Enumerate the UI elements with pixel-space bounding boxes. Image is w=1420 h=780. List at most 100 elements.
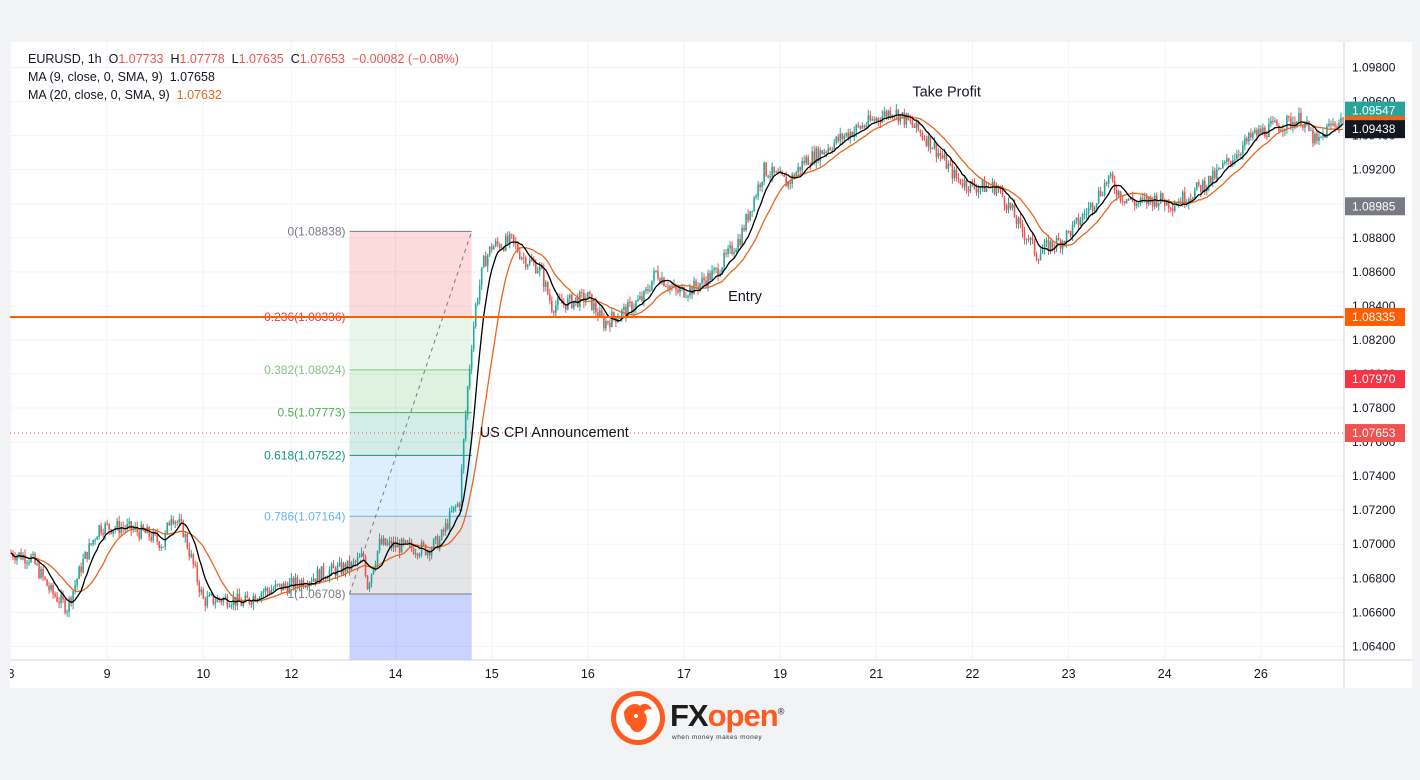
candle-body	[897, 109, 900, 122]
candle-body	[396, 542, 399, 548]
candle-body	[555, 305, 557, 313]
candle-body	[887, 110, 890, 117]
candle-body	[1328, 123, 1330, 127]
candle-body	[418, 554, 421, 556]
candle-body	[212, 593, 215, 604]
candle-body	[150, 536, 153, 541]
candle-body	[402, 539, 405, 543]
candle-body	[861, 125, 864, 129]
candle-body	[951, 164, 954, 179]
candle-body	[755, 196, 757, 198]
candle-body	[773, 166, 775, 173]
candle-body	[1224, 161, 1226, 164]
candle-body	[1173, 205, 1176, 211]
candle-body	[831, 149, 834, 151]
y-tick-label: 1.07000	[1352, 537, 1396, 551]
candle-body	[627, 301, 629, 317]
candle-body	[1314, 133, 1316, 144]
ma20-legend[interactable]: MA (20, close, 0, SMA, 9) 1.07632	[28, 88, 222, 102]
candle-body	[761, 181, 763, 187]
price-tag-label: 1.08335	[1352, 310, 1396, 324]
candle-body	[258, 597, 261, 599]
candle-body	[663, 277, 665, 287]
candle-body	[336, 565, 339, 576]
candle-body	[1274, 120, 1276, 122]
candle-body	[140, 524, 142, 539]
candle-body	[1039, 253, 1042, 261]
candle-body	[551, 300, 553, 312]
candle-body	[88, 543, 90, 560]
high-value: 1.07778	[179, 52, 225, 66]
candlestick-chart[interactable]: 0(1.08838)0.236(1.08336)0.382(1.08024)0.…	[10, 42, 1412, 688]
candle-body	[16, 555, 18, 561]
candle-body	[298, 584, 301, 588]
candle-body	[106, 523, 108, 525]
candle-body	[743, 228, 745, 231]
candle-body	[935, 142, 938, 157]
candle-body	[939, 152, 942, 156]
ma9-legend[interactable]: MA (9, close, 0, SMA, 9) 1.07658	[28, 70, 215, 84]
candle-body	[599, 310, 601, 317]
candle-body	[240, 601, 243, 606]
candle-body	[184, 534, 187, 537]
candle-body	[508, 234, 511, 243]
candle-body	[709, 272, 711, 280]
candle-body	[474, 304, 477, 327]
candle-body	[438, 539, 441, 549]
candle-body	[713, 268, 715, 271]
candle-body	[530, 259, 533, 262]
y-tick-label: 1.08600	[1352, 265, 1396, 279]
candle-body	[943, 154, 946, 159]
footer	[0, 690, 1420, 780]
candle-body	[494, 241, 497, 246]
candle-body	[238, 593, 241, 602]
candle-body	[482, 256, 485, 268]
candle-body	[749, 211, 751, 221]
candle-body	[470, 349, 473, 369]
candle-body	[637, 299, 639, 302]
candle-body	[927, 135, 930, 146]
candle-body	[426, 550, 429, 555]
x-tick-label: 14	[389, 667, 403, 681]
ohlc-legend: EURUSD, 1h O1.07733 H1.07778 L1.07635 C1…	[28, 52, 459, 66]
candle-body	[583, 292, 585, 303]
candle-body	[70, 597, 72, 604]
candle-body	[326, 578, 329, 580]
candle-body	[200, 589, 203, 593]
candle-body	[28, 562, 30, 564]
fib-level-label: 1(1.06708)	[287, 587, 345, 601]
candle-body	[867, 115, 870, 126]
candle-body	[280, 583, 283, 591]
candle-body	[372, 569, 375, 574]
candle-body	[524, 258, 527, 268]
candle-body	[476, 300, 479, 305]
candle-body	[1133, 201, 1136, 206]
candle-body	[94, 539, 96, 541]
candle-body	[985, 186, 988, 192]
candle-body	[1093, 207, 1096, 211]
candle-body	[452, 506, 455, 511]
candle-body	[569, 294, 571, 299]
candle-body	[442, 529, 445, 532]
candle-body	[410, 542, 413, 549]
candle-body	[975, 188, 978, 193]
candle-body	[102, 533, 104, 535]
candle-body	[1011, 204, 1014, 209]
candle-body	[78, 566, 80, 579]
candle-body	[1049, 241, 1052, 253]
candle-body	[901, 112, 904, 115]
candle-body	[168, 522, 171, 526]
change-value: −0.00082 (−0.08%)	[351, 52, 459, 66]
candle-body	[1143, 197, 1146, 199]
price-tag-label: 1.07653	[1352, 426, 1396, 440]
candle-body	[979, 187, 982, 190]
candle-body	[346, 560, 349, 572]
candle-body	[14, 557, 16, 561]
candle-body	[909, 119, 912, 121]
fxopen-logo[interactable]: FXopen® when money makes money	[608, 690, 818, 750]
candle-body	[675, 285, 677, 290]
candle-body	[591, 293, 593, 310]
candle-body	[595, 302, 597, 313]
candle-body	[1220, 168, 1222, 170]
annotation-label: Take Profit	[912, 84, 981, 100]
